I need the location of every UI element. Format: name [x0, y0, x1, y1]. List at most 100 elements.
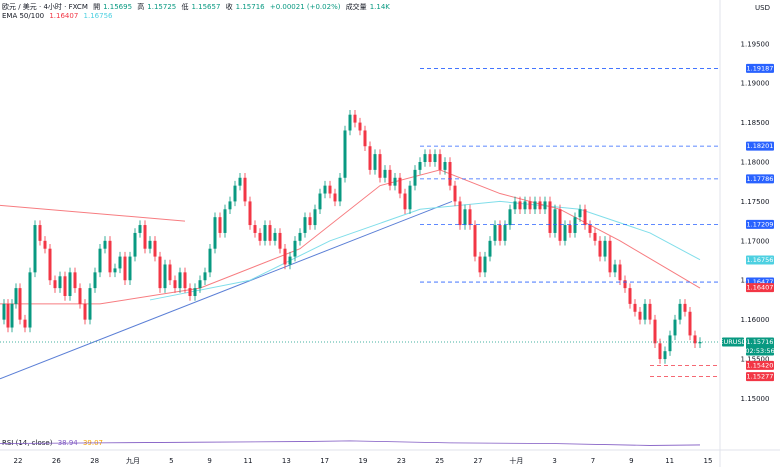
candle-body	[348, 114, 352, 131]
candle-body	[613, 264, 617, 273]
candle-body	[373, 154, 377, 170]
y-tick-label: 1.18500	[741, 119, 770, 127]
y-tick-label: 1.18000	[741, 159, 770, 167]
candle-body	[493, 225, 497, 241]
candle-body	[128, 256, 132, 281]
x-tick-label: 7	[591, 457, 595, 465]
x-tick-label: 26	[52, 457, 61, 465]
high-label: 高	[137, 3, 145, 11]
candle-body	[598, 240, 602, 257]
candle-body	[248, 201, 252, 226]
candle-body	[218, 217, 222, 233]
candle-body	[538, 201, 542, 210]
candle-body	[223, 209, 227, 233]
candle-body	[453, 185, 457, 202]
price-tag-label: 1.16756	[747, 256, 774, 264]
x-tick-label: 九月	[126, 456, 140, 465]
volume-value: 1.14K	[369, 3, 390, 11]
candle-body	[168, 264, 172, 281]
candle-body	[678, 303, 682, 320]
price-tag	[746, 63, 774, 73]
candle-body	[593, 232, 597, 241]
candle-body	[203, 272, 207, 281]
y-tick-label: 1.15000	[741, 395, 770, 403]
candle-body	[583, 209, 587, 226]
candle-body	[298, 232, 302, 241]
candle-body	[158, 256, 162, 289]
ema-legend[interactable]: EMA 50/100 1.16407 1.16756	[2, 12, 115, 20]
candle-body	[333, 193, 337, 202]
candle-body	[68, 272, 72, 296]
candle-body	[553, 209, 557, 233]
candle-body	[318, 193, 322, 210]
candle-body	[388, 169, 392, 186]
candle-body	[518, 201, 522, 210]
candle-body	[198, 280, 202, 289]
candle-body	[73, 272, 77, 289]
candle-body	[328, 185, 332, 194]
candle-body	[308, 217, 312, 226]
candle-body	[628, 288, 632, 304]
price-tag-label: 1.18201	[747, 142, 774, 150]
candle-body	[233, 185, 237, 202]
candle-body	[503, 225, 507, 241]
y-tick-label: 1.17000	[741, 237, 770, 245]
candle-body	[498, 225, 502, 241]
candle-body	[588, 225, 592, 233]
candle-body	[458, 201, 462, 226]
candle-body	[283, 248, 287, 265]
candle-body	[88, 288, 92, 320]
candle-body	[653, 319, 657, 344]
candle-body	[93, 272, 97, 289]
price-tag-label: 1.15420	[747, 361, 774, 369]
y-tick-label: 1.15500	[741, 356, 770, 364]
open-value: 1.15695	[103, 3, 133, 11]
candle-body	[138, 225, 142, 233]
high-value: 1.15725	[147, 3, 177, 11]
candle-body	[698, 342, 702, 344]
countdown-label: 02:53:56	[745, 347, 774, 355]
candle-body	[398, 177, 402, 194]
candle-body	[213, 217, 217, 249]
ema100-line	[149, 200, 701, 301]
symbol-tag-label: EURUSD	[719, 338, 746, 346]
candle-body	[403, 193, 407, 210]
chart-header: 欧元 / 美元 · 4小时 · FXCM 開 1.15695 高 1.15725 低…	[2, 2, 393, 12]
candle-body	[193, 288, 197, 296]
x-tick-label: 5	[169, 457, 173, 465]
candle-body	[548, 201, 552, 233]
candle-body	[178, 272, 182, 289]
candle-body	[183, 272, 187, 289]
candle-body	[43, 240, 47, 249]
candle-body	[683, 303, 687, 312]
candle-body	[123, 256, 127, 281]
candle-body	[658, 343, 662, 360]
candle-body	[673, 319, 677, 336]
y-tick-label: 1.19500	[741, 40, 770, 48]
candle-body	[253, 225, 257, 233]
price-tag-label: 1.15277	[747, 373, 774, 381]
price-tag-label: 1.16407	[747, 284, 774, 292]
price-tag-label: 1.19187	[747, 64, 774, 72]
candle-body	[488, 240, 492, 257]
candle-body	[28, 272, 32, 328]
y-tick-label: 1.16000	[741, 316, 770, 324]
x-tick-label: 17	[320, 457, 329, 465]
symbol-title[interactable]: 欧元 / 美元 · 4小时 · FXCM	[2, 3, 88, 11]
currency-label[interactable]: USD	[755, 4, 770, 12]
low-value: 1.15657	[191, 3, 221, 11]
candle-body	[98, 248, 102, 273]
candle-body	[638, 311, 642, 320]
candle-body	[10, 303, 14, 328]
candle-body	[408, 185, 412, 210]
candle-body	[603, 240, 607, 257]
x-tick-label: 9	[207, 457, 211, 465]
candle-body	[663, 351, 667, 360]
price-tag	[746, 337, 774, 356]
candle-body	[343, 130, 347, 178]
x-tick-label: 11	[244, 457, 253, 465]
candle-body	[533, 201, 537, 210]
candle-body	[143, 225, 147, 249]
price-tag	[746, 283, 774, 293]
